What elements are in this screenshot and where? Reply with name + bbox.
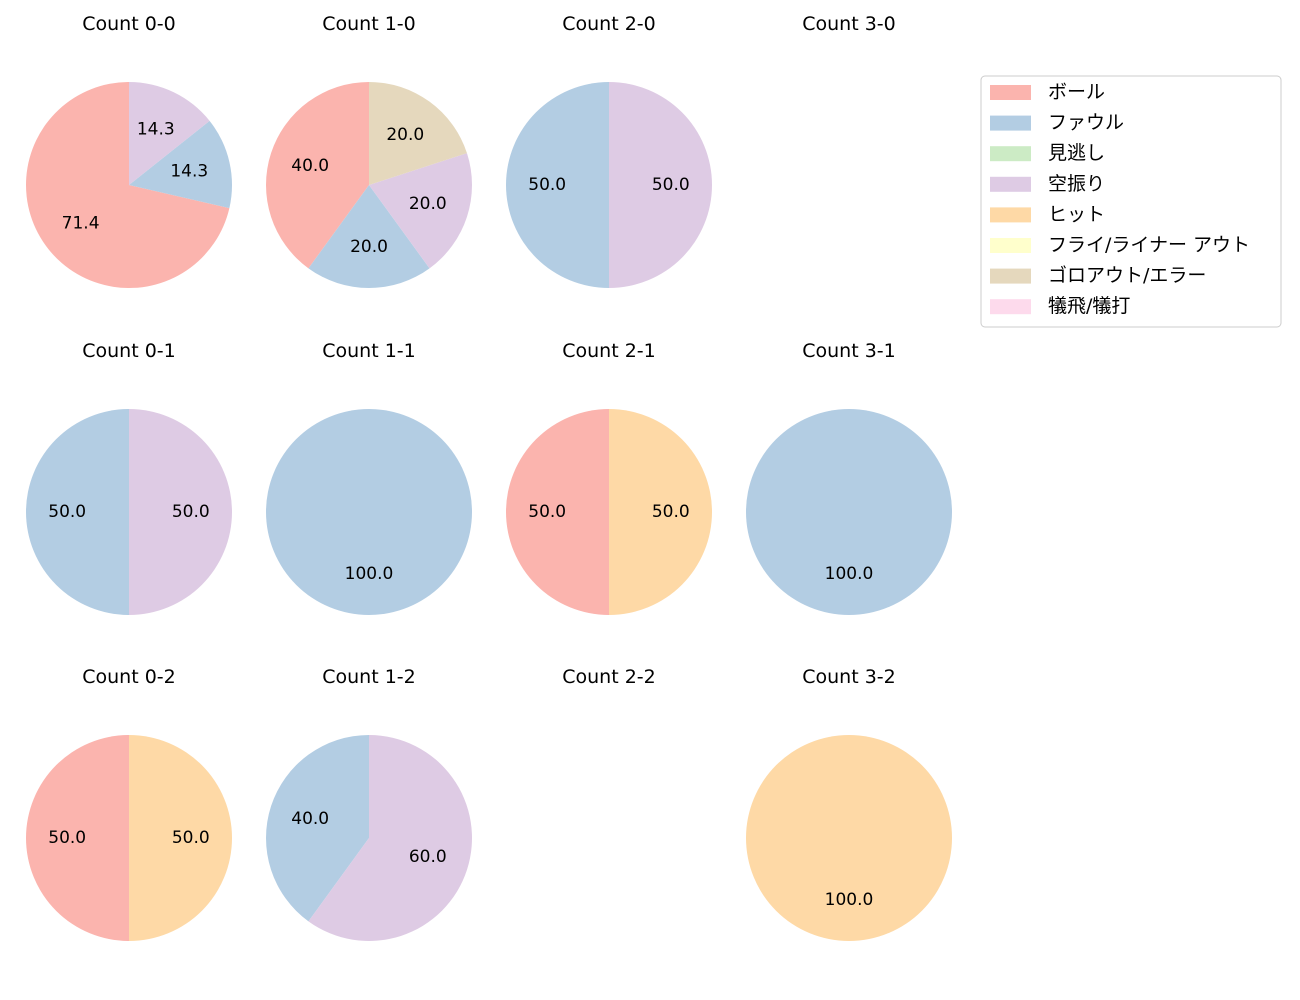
legend-label: フライ/ライナー アウト xyxy=(1048,234,1250,256)
legend-label: ヒット xyxy=(1048,203,1105,225)
legend-label: 見逃し xyxy=(1048,142,1105,164)
pie-slice-label: 20.0 xyxy=(386,125,424,145)
legend-swatch xyxy=(990,238,1031,253)
pie-slice-label: 50.0 xyxy=(172,828,210,848)
legend-swatch xyxy=(990,268,1031,284)
pie-panel: Count 2-2 xyxy=(562,666,656,688)
pie-panel: Count 2-0 50.0 50.0 xyxy=(506,13,712,288)
legend-swatch xyxy=(990,85,1031,100)
pie-title: Count 3-1 xyxy=(802,340,896,362)
pie-slice-label: 100.0 xyxy=(825,890,874,910)
pie-slice xyxy=(129,82,210,185)
pie-slice-label: 50.0 xyxy=(48,502,86,522)
pie-panel: Count 0-0 71.4 14.3 14.3 xyxy=(26,13,233,288)
pie-slice-label: 20.0 xyxy=(409,194,447,214)
pie-slice-label: 20.0 xyxy=(350,237,388,257)
pie-slice xyxy=(609,82,712,288)
pie-slice-label: 60.0 xyxy=(409,847,447,867)
pie-panel: Count 0-2 50.0 50.0 xyxy=(26,666,232,941)
pie-slice xyxy=(129,735,232,941)
pie-slice-label: 14.3 xyxy=(137,119,175,139)
pie-panel: Count 3-2 100.0 xyxy=(746,666,952,941)
pie-title: Count 1-1 xyxy=(322,340,416,362)
pie-title: Count 2-0 xyxy=(562,13,656,35)
pie-slice xyxy=(369,82,467,185)
legend-label: ゴロアウト/エラー xyxy=(1048,265,1206,287)
pie-slice xyxy=(746,735,952,941)
pie-slice xyxy=(266,735,369,922)
pie-slice xyxy=(308,185,430,288)
pie-panel: Count 3-0 xyxy=(802,13,896,35)
pie-slice-label: 100.0 xyxy=(345,564,394,584)
pie-title: Count 3-2 xyxy=(802,666,896,688)
pie-panel: Count 0-1 50.0 50.0 xyxy=(26,340,232,615)
legend-label: ボール xyxy=(1048,81,1105,103)
pie-panel: Count 1-0 40.0 20.0 20.0 20.0 xyxy=(266,13,473,288)
pie-slice xyxy=(369,153,473,269)
pie-slice xyxy=(308,735,473,942)
pie-slice-label: 100.0 xyxy=(825,564,874,584)
legend-swatch xyxy=(990,176,1031,192)
pie-title: Count 2-2 xyxy=(562,666,656,688)
pie-slice xyxy=(26,735,129,941)
pie-title: Count 2-1 xyxy=(562,340,656,362)
pie-title: Count 1-2 xyxy=(322,666,416,688)
pie-slice xyxy=(129,409,232,615)
pie-panels: Count 0-0 71.4 14.3 14.3 Count 1-0 40.0 20.0 20… xyxy=(26,13,952,942)
legend-label: 犠飛/犠打 xyxy=(1048,295,1130,317)
pie-slice-label: 50.0 xyxy=(528,502,566,522)
pie-panel: Count 2-1 50.0 50.0 xyxy=(506,340,712,615)
pie-slice-label: 40.0 xyxy=(291,809,329,829)
legend-label: 空振り xyxy=(1048,173,1105,195)
pie-title: Count 0-0 xyxy=(82,13,176,35)
legend-swatch xyxy=(990,207,1031,223)
pie-slice-label: 40.0 xyxy=(291,156,329,176)
legend-swatch xyxy=(990,146,1031,162)
pie-slice-label: 50.0 xyxy=(652,175,690,195)
legend-swatch xyxy=(990,115,1031,131)
pie-slice-label: 50.0 xyxy=(172,502,210,522)
pie-slice xyxy=(26,82,230,288)
pie-slice xyxy=(746,409,952,615)
pie-slice xyxy=(506,82,609,288)
legend-label: ファウル xyxy=(1048,112,1124,134)
pie-slice xyxy=(266,409,472,615)
pie-slice xyxy=(266,82,369,269)
pie-title: Count 3-0 xyxy=(802,13,896,35)
pie-slice-label: 50.0 xyxy=(528,175,566,195)
pie-slice-label: 50.0 xyxy=(652,502,690,522)
pie-slice-label: 14.3 xyxy=(170,161,208,181)
pie-slice-label: 71.4 xyxy=(62,214,100,234)
pie-title: Count 1-0 xyxy=(322,13,416,35)
pie-slice xyxy=(506,409,609,615)
pie-slice xyxy=(609,409,712,615)
legend-frame xyxy=(980,75,1282,328)
legend-swatch xyxy=(990,299,1031,315)
pie-slice-label: 50.0 xyxy=(48,828,86,848)
pie-title: Count 0-1 xyxy=(82,340,176,362)
pie-slice xyxy=(129,120,233,209)
pie-panel: Count 3-1 100.0 xyxy=(746,340,952,615)
pie-slice xyxy=(26,409,129,615)
pie-panel: Count 1-1 100.0 xyxy=(266,340,472,615)
pie-title: Count 0-2 xyxy=(82,666,176,688)
pie-panel: Count 1-2 40.0 60.0 xyxy=(266,666,473,942)
